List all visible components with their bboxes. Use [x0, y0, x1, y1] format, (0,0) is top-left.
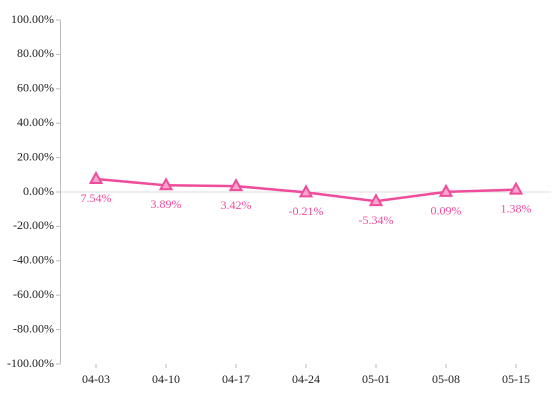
y-tick-label: 60.00%: [17, 81, 54, 95]
marker: [298, 184, 314, 198]
marker: [368, 193, 384, 207]
y-tick-label: 0.00%: [23, 184, 54, 198]
value-label: 3.89%: [151, 197, 182, 211]
marker: [158, 177, 174, 191]
value-label: -0.21%: [289, 204, 324, 218]
y-tick-label: 80.00%: [17, 46, 54, 60]
y-tick-label: -40.00%: [13, 253, 54, 267]
y-tick-label: -60.00%: [13, 287, 54, 301]
value-label: 3.42%: [221, 198, 252, 212]
y-tick-label: -100.00%: [7, 356, 54, 370]
y-tick-label: 20.00%: [17, 149, 54, 163]
value-label: 0.09%: [431, 204, 462, 218]
marker: [88, 170, 104, 185]
marker: [438, 183, 454, 197]
x-tick-label: 04-24: [292, 372, 320, 386]
y-tick-label: 40.00%: [17, 115, 54, 129]
y-tick-label: -20.00%: [13, 218, 54, 232]
value-label: 1.38%: [501, 201, 532, 215]
x-tick-label: 05-15: [502, 372, 530, 386]
x-tick-label: 04-10: [152, 372, 180, 386]
x-tick-label: 05-08: [432, 372, 460, 386]
y-tick-label: -80.00%: [13, 321, 54, 335]
x-tick-label: 04-03: [82, 372, 110, 386]
marker: [508, 181, 524, 195]
value-label: -5.34%: [359, 213, 394, 227]
x-tick-label: 04-17: [222, 372, 250, 386]
marker: [228, 178, 244, 192]
x-tick-label: 05-01: [362, 372, 390, 386]
y-tick-label: 100.00%: [11, 12, 54, 26]
value-label: 7.54%: [81, 191, 112, 205]
